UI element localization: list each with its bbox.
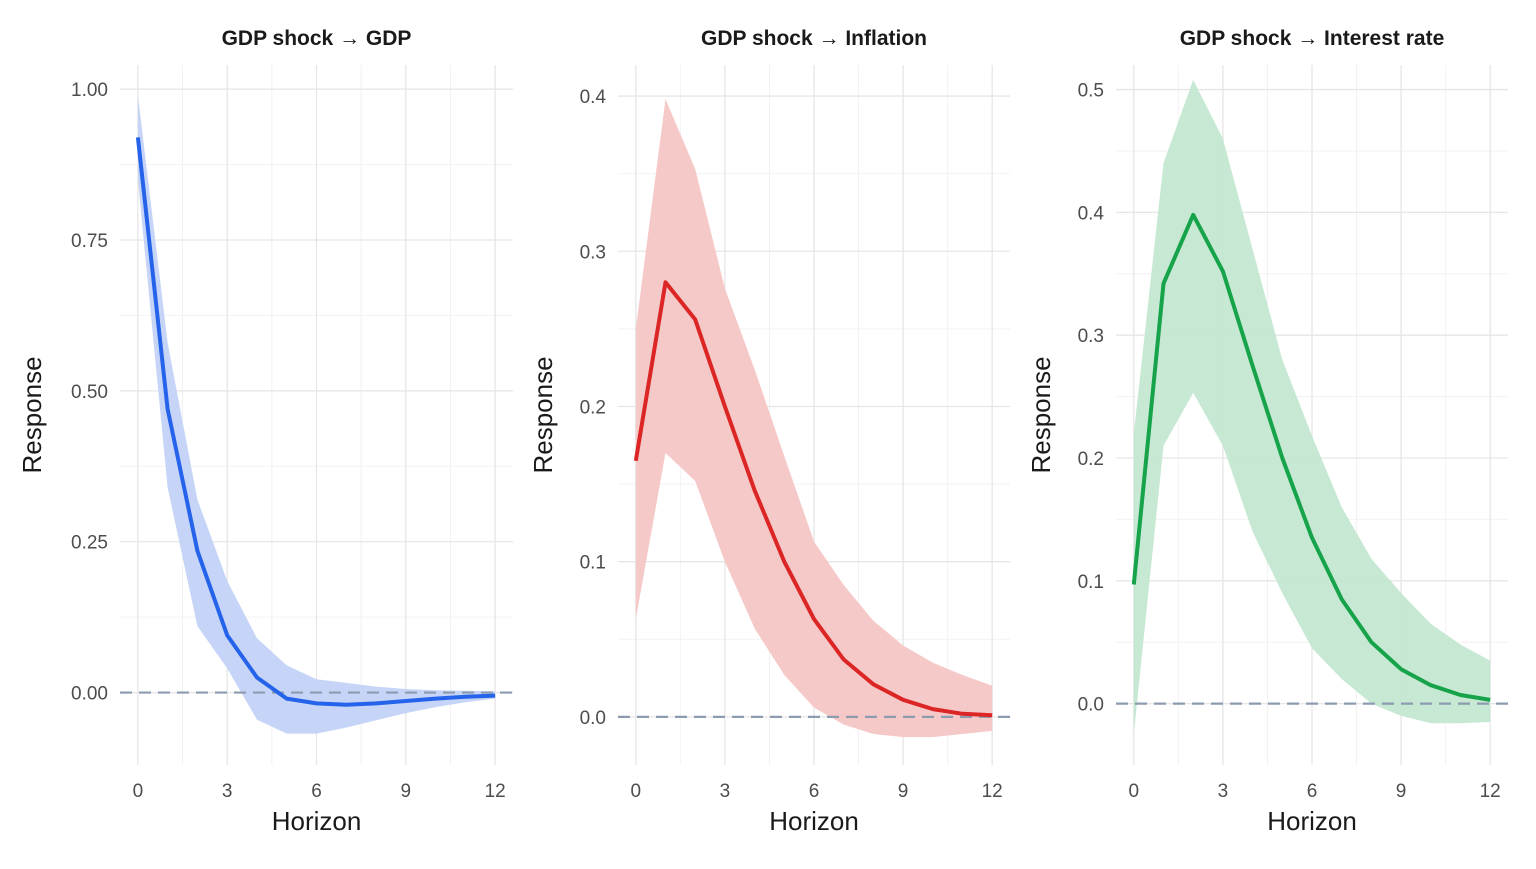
y-tick-label: 0.4: [580, 87, 607, 108]
response-line: [135, 137, 496, 707]
x-axis-label: Horizon: [272, 806, 362, 836]
panel-2: 0 3 6 9 12 0.0 0.1 0.2 0.3 0.4 GDP shock → Inflati…: [528, 27, 1010, 836]
y-tick-label: 0.2: [1078, 449, 1104, 470]
x-tick-label: 12: [1480, 781, 1501, 802]
x-tick-label: 12: [485, 781, 506, 802]
x-tick-label: 0: [133, 781, 144, 802]
x-tick-label: 12: [982, 781, 1003, 802]
x-tick-label: 6: [1307, 781, 1318, 802]
panel-1: 0 3 6 9 12 0.00 0.25 0.50 0.75 1.00 GDP shock → GD…: [17, 27, 513, 836]
panel-title: GDP shock → GDP: [222, 27, 412, 50]
panel-title: GDP shock → Interest rate: [1180, 27, 1445, 50]
y-axis-label: Response: [528, 356, 558, 473]
x-tick-label: 0: [1129, 781, 1140, 802]
confidence-band: [635, 99, 993, 738]
x-axis-label: Horizon: [769, 806, 859, 836]
y-tick-label: 0.0: [580, 708, 606, 729]
y-tick-label: 0.1: [580, 553, 606, 574]
y-tick-label: 0.50: [71, 382, 108, 403]
panel-title: GDP shock → Inflation: [701, 27, 927, 50]
y-tick-label: 0.3: [1078, 326, 1104, 347]
x-tick-label: 3: [222, 781, 233, 802]
y-tick-label: 1.00: [71, 80, 108, 101]
response-line: [1131, 212, 1491, 702]
y-tick-label: 0.75: [71, 231, 108, 252]
y-tick-label: 0.2: [580, 397, 606, 418]
y-axis-label: Response: [1026, 356, 1056, 473]
x-tick-label: 3: [720, 781, 731, 802]
y-tick-label: 0.1: [1078, 572, 1104, 593]
y-tick-label: 0.3: [580, 242, 606, 263]
x-tick-label: 3: [1218, 781, 1229, 802]
x-tick-label: 6: [809, 781, 820, 802]
x-tick-label: 0: [631, 781, 642, 802]
x-tick-label: 9: [401, 781, 412, 802]
response-line: [633, 280, 993, 718]
y-tick-label: 0.00: [71, 684, 108, 705]
x-tick-label: 9: [1396, 781, 1407, 802]
x-tick-label: 9: [898, 781, 909, 802]
y-tick-label: 0.0: [1078, 695, 1104, 716]
y-axis-label: Response: [17, 356, 47, 473]
panel-3: 0 3 6 9 12 0.0 0.1 0.2 0.3 0.4 0.5 GDP shock → Inte…: [1026, 27, 1508, 836]
confidence-band: [1133, 79, 1491, 735]
y-tick-label: 0.5: [1078, 81, 1104, 102]
x-tick-label: 6: [311, 781, 322, 802]
y-tick-label: 0.4: [1078, 203, 1105, 224]
x-axis-label: Horizon: [1267, 806, 1357, 836]
y-tick-label: 0.25: [71, 533, 108, 554]
